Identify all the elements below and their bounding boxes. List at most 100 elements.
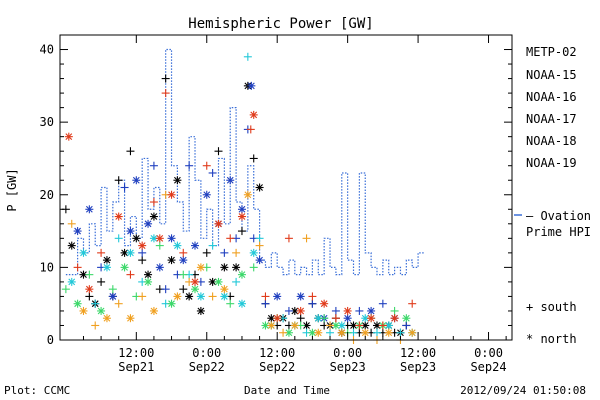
point-noaa15-north: [126, 227, 135, 236]
point-noaa17-north: [144, 277, 153, 286]
legend: METP-02 NOAA-15 NOAA-16 NOAA-17 NOAA-18 …: [526, 45, 591, 346]
point-noaa18-north: [361, 328, 370, 337]
point-noaa18-north: [337, 328, 346, 337]
point-noaa18-south: [255, 241, 264, 250]
point-noaa16-south: [326, 328, 335, 337]
point-noaa16-north: [173, 241, 182, 250]
point-noaa19-south: [355, 321, 364, 330]
point-noaa16-south: [232, 277, 241, 286]
plot-frame: [59, 34, 513, 341]
point-noaa15-south: [355, 306, 364, 315]
point-noaa18-north: [126, 314, 135, 323]
point-noaa18-north: [149, 306, 158, 315]
point-noaa17-north: [284, 328, 293, 337]
point-noaa18-north: [384, 328, 393, 337]
point-noaa17-north: [97, 306, 106, 315]
x-tick-date: Sep21: [118, 360, 154, 374]
point-noaa15-south: [284, 306, 293, 315]
point-noaa17-south: [108, 285, 117, 294]
y-tick-label: 0: [47, 333, 54, 347]
point-noaa17-south: [320, 314, 329, 323]
point-noaa18-north: [173, 292, 182, 301]
point-metp02-north: [349, 321, 358, 330]
point-noaa15-south: [185, 161, 194, 170]
point-noaa17-north: [402, 314, 411, 323]
point-noaa15-north: [73, 227, 82, 236]
point-noaa18-south: [326, 321, 335, 330]
point-noaa17-north: [120, 263, 129, 272]
point-noaa19-north: [273, 314, 282, 323]
point-noaa15-north: [132, 176, 141, 185]
point-noaa19-north: [214, 219, 223, 228]
point-noaa15-north: [85, 205, 94, 214]
point-noaa17-north: [331, 321, 340, 330]
point-noaa15-south: [208, 168, 217, 177]
point-metp02-south: [296, 314, 305, 323]
point-noaa15-north: [202, 190, 211, 199]
legend-north-marker: * north: [526, 332, 577, 346]
point-noaa17-north: [73, 299, 82, 308]
point-metp02-south: [114, 176, 123, 185]
point-noaa16-north: [102, 263, 111, 272]
point-metp02-south: [237, 227, 246, 236]
point-noaa19-south: [97, 248, 106, 257]
point-metp02-south: [202, 248, 211, 257]
point-noaa17-south: [390, 306, 399, 315]
point-noaa17-north: [167, 299, 176, 308]
point-metp02-north: [255, 183, 264, 192]
point-noaa17-north: [237, 270, 246, 279]
y-axis-label: P [GW]: [5, 168, 19, 211]
point-noaa15-south: [138, 248, 147, 257]
point-metp02-north: [220, 263, 229, 272]
point-noaa17-south: [179, 270, 188, 279]
point-noaa19-north: [114, 212, 123, 221]
x-tick-time: 0:00: [192, 346, 221, 360]
point-noaa18-north: [196, 263, 205, 272]
point-noaa16-north: [196, 292, 205, 301]
x-tick-time: 0:00: [333, 346, 362, 360]
point-noaa15-north: [367, 306, 376, 315]
point-noaa19-north: [367, 314, 376, 323]
point-noaa19-north: [343, 306, 352, 315]
chart-title: Hemispheric Power [GW]: [188, 16, 373, 32]
point-metp02-north: [167, 256, 176, 265]
y-tick-label: 20: [40, 188, 54, 202]
point-noaa18-south: [91, 321, 100, 330]
point-noaa19-south: [73, 263, 82, 272]
x-tick-date: Sep23: [400, 360, 436, 374]
point-noaa19-south: [149, 198, 158, 207]
point-noaa15-north: [255, 256, 264, 265]
point-noaa15-north: [237, 205, 246, 214]
legend-noaa18: NOAA-18: [526, 134, 577, 148]
point-noaa19-north: [237, 212, 246, 221]
point-noaa17-south: [249, 263, 258, 272]
point-noaa16-south: [208, 241, 217, 250]
point-noaa16-south: [255, 234, 264, 243]
x-tick-date: Sep22: [259, 360, 295, 374]
point-metp02-north: [102, 256, 111, 265]
point-noaa18-north: [220, 285, 229, 294]
point-noaa16-north: [126, 248, 135, 257]
point-noaa15-north: [179, 256, 188, 265]
point-noaa18-north: [102, 314, 111, 323]
footer-timestamp: 2012/09/24 01:50:08: [460, 384, 586, 397]
point-noaa19-south: [408, 299, 417, 308]
point-noaa19-south: [331, 314, 340, 323]
y-tick-label: 40: [40, 43, 54, 57]
point-noaa18-south: [114, 299, 123, 308]
point-noaa19-north: [390, 314, 399, 323]
point-noaa16-south: [243, 52, 252, 61]
point-noaa18-north: [408, 328, 417, 337]
footer-plot-credit: Plot: CCMC: [4, 384, 70, 397]
point-noaa16-south: [114, 234, 123, 243]
point-noaa15-north: [155, 263, 164, 272]
point-metp02-north: [173, 176, 182, 185]
point-noaa17-south: [226, 299, 235, 308]
legend-noaa16: NOAA-16: [526, 90, 577, 104]
point-noaa19-south: [126, 270, 135, 279]
point-noaa18-south: [232, 248, 241, 257]
point-noaa15-south: [120, 183, 129, 192]
point-metp02-south: [249, 154, 258, 163]
point-noaa18-north: [243, 190, 252, 199]
point-metp02-south: [161, 74, 170, 83]
